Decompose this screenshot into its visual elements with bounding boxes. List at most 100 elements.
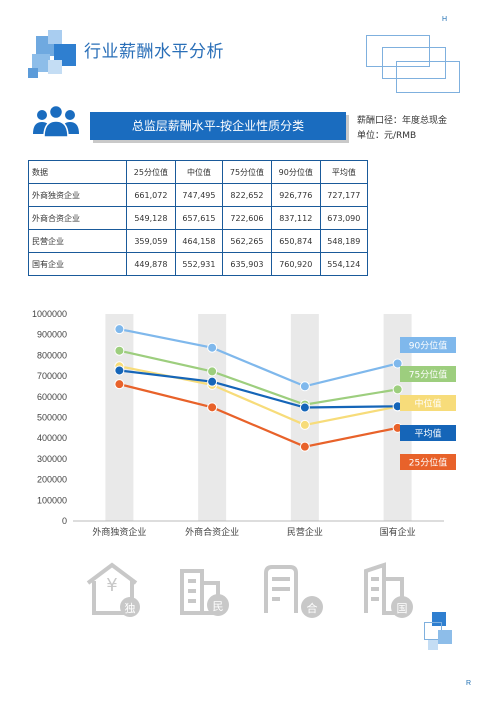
private-label: 民	[213, 600, 224, 613]
legend-label: 25分位值	[409, 457, 447, 469]
people-icon	[33, 104, 79, 138]
table-cell: 外商合资企业	[28, 206, 127, 230]
series-line	[119, 383, 398, 448]
currency-symbol: ¥	[106, 575, 117, 596]
series-line	[119, 369, 398, 409]
table-cell: 外商独资企业	[28, 183, 127, 207]
table-cell: 552,931	[174, 252, 224, 276]
data-point	[207, 402, 218, 413]
table-cell: 464,158	[174, 229, 224, 253]
salary-caliber: 薪酬口径：年度总现金	[357, 116, 448, 126]
footer-decoration-icon	[424, 612, 460, 652]
state-owned-label: 国	[397, 602, 408, 615]
legend-swatch	[400, 337, 456, 353]
data-point	[207, 342, 218, 353]
frames-decoration	[366, 35, 466, 95]
table-cell: 562,265	[222, 229, 272, 253]
data-point	[114, 365, 125, 376]
data-point	[299, 381, 310, 392]
x-tick-label: 国有企业	[380, 526, 416, 538]
corner-letter-bottom: R	[466, 680, 472, 687]
y-tick-label: 500000	[37, 413, 67, 423]
table-cell: 747,495	[174, 183, 224, 207]
table-header: 数据	[28, 160, 127, 184]
table-cell: 554,124	[319, 252, 369, 276]
table-header: 25分位值	[126, 160, 176, 184]
data-point	[392, 358, 403, 369]
y-tick-label: 400000	[37, 433, 67, 443]
table-header: 中位值	[174, 160, 224, 184]
y-tick-label: 800000	[37, 350, 67, 360]
table-cell: 760,920	[270, 252, 321, 276]
data-point	[114, 345, 125, 356]
data-point	[392, 384, 403, 395]
category-band	[290, 314, 319, 521]
table-cell: 650,874	[270, 229, 321, 253]
table-cell: 926,776	[270, 183, 321, 207]
y-tick-label: 900000	[37, 330, 67, 340]
table-cell: 民营企业	[28, 229, 127, 253]
table-cell: 657,615	[174, 206, 224, 230]
section-banner: 总监层薪酬水平-按企业性质分类	[90, 112, 346, 140]
table-cell: 359,059	[126, 229, 176, 253]
table-cell: 837,112	[270, 206, 321, 230]
table-header: 90分位值	[270, 160, 321, 184]
x-tick-label: 外商独资企业	[92, 526, 146, 538]
salary-table: 数据 25分位值 中位值 75分位值 90分位值 平均值 外商独资企业 661,…	[28, 160, 369, 276]
data-point	[207, 366, 218, 377]
data-point	[114, 379, 125, 390]
title-decoration-icon	[28, 30, 84, 80]
series-line	[119, 328, 398, 388]
table-row: 国有企业 449,878 552,931 635,903 760,920 554…	[28, 252, 369, 276]
legend-swatch	[400, 366, 456, 382]
table-row: 外商独资企业 661,072 747,495 822,652 926,776 7…	[28, 183, 369, 207]
page-title: 行业薪酬水平分析	[84, 42, 224, 62]
table-header: 75分位值	[222, 160, 272, 184]
legend-swatch	[400, 425, 456, 441]
legend-swatch	[400, 454, 456, 470]
table-cell: 449,878	[126, 252, 176, 276]
table-cell: 635,903	[222, 252, 272, 276]
y-tick-label: 600000	[37, 392, 67, 402]
legend-label: 90分位值	[409, 340, 447, 352]
state-owned-building-icon: 国	[364, 562, 413, 618]
x-tick-label: 外商合资企业	[185, 526, 239, 538]
series-line	[119, 349, 398, 406]
table-cell: 727,177	[319, 183, 369, 207]
table-cell: 661,072	[126, 183, 176, 207]
joint-venture-building-icon: 合	[264, 565, 323, 618]
data-point	[207, 376, 218, 387]
y-tick-label: 1000000	[32, 309, 67, 319]
table-cell: 673,090	[319, 206, 369, 230]
table-header: 平均值	[319, 160, 369, 184]
salary-line-chart: 0 100000 200000 300000 400000 500000 600000 700…	[32, 309, 456, 538]
legend-swatch	[400, 395, 456, 411]
x-tick-label: 民营企业	[287, 526, 323, 538]
table-cell: 822,652	[222, 183, 272, 207]
unit-label: 单位：元/RMB	[357, 131, 417, 141]
table-header-row: 数据 25分位值 中位值 75分位值 90分位值 平均值	[28, 160, 369, 184]
foreign-owned-label: 独	[125, 602, 136, 615]
foreign-owned-building-icon: ¥ 独	[86, 562, 140, 617]
table-row: 民营企业 359,059 464,158 562,265 650,874 548…	[28, 229, 369, 253]
legend-label: 75分位值	[409, 369, 447, 381]
private-building-icon: 民	[180, 569, 229, 616]
y-tick-label: 300000	[37, 454, 67, 464]
data-point	[299, 441, 310, 452]
table-cell: 722,606	[222, 206, 272, 230]
y-tick-label: 200000	[37, 475, 67, 485]
joint-venture-label: 合	[307, 601, 318, 615]
table-cell: 国有企业	[28, 252, 127, 276]
data-point	[299, 402, 310, 413]
y-tick-label: 100000	[37, 495, 67, 505]
data-point	[299, 419, 310, 430]
legend-label: 中位值	[414, 398, 441, 410]
y-tick-label: 700000	[37, 371, 67, 381]
corner-letter-top: H	[442, 16, 448, 23]
enterprise-type-icons: ¥ 独 民 合 国	[86, 562, 413, 618]
legend-label: 平均值	[414, 428, 441, 440]
y-tick-label: 0	[62, 516, 67, 526]
data-point	[114, 324, 125, 335]
table-row: 外商合资企业 549,128 657,615 722,606 837,112 6…	[28, 206, 369, 230]
table-cell: 548,189	[319, 229, 369, 253]
